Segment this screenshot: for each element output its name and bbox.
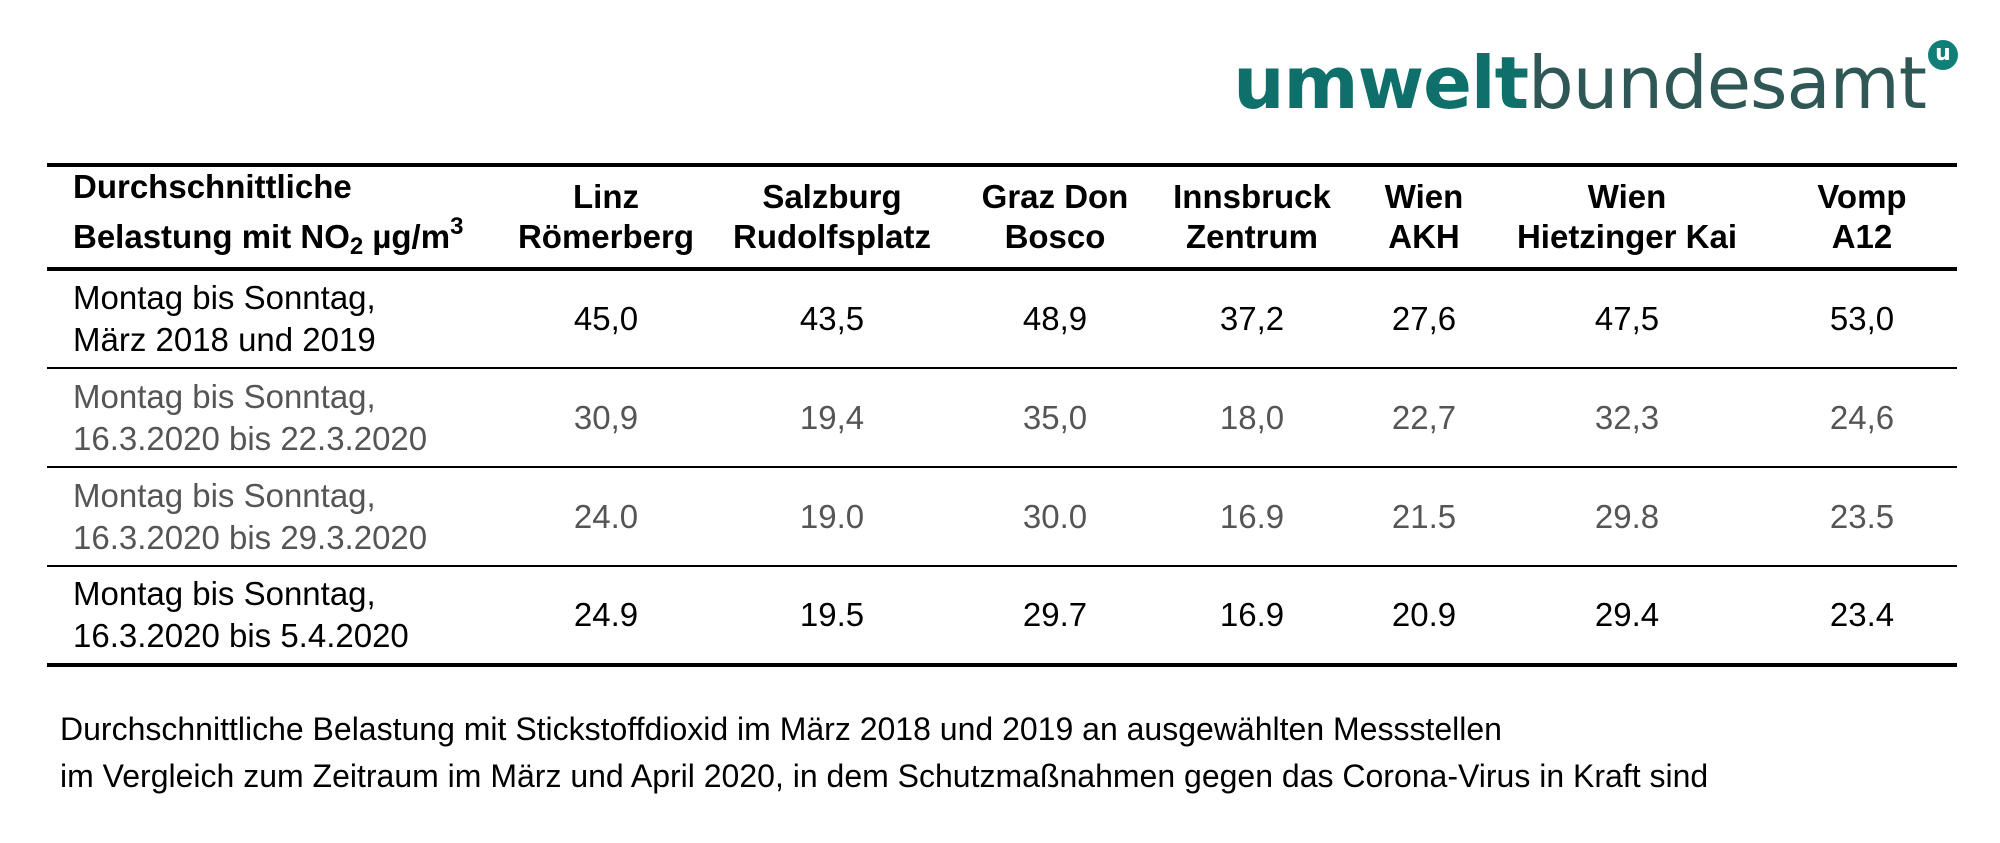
header-label-cell: Durchschnittliche Belastung mit NO2 µg/m…	[47, 163, 515, 271]
header-station: Graz Don Bosco	[967, 163, 1143, 271]
header-label-subscript: 2	[349, 233, 364, 260]
period-line2: 16.3.2020 bis 29.3.2020	[73, 518, 428, 556]
header-label-line2: Belastung mit NO2 µg/m3	[73, 207, 515, 267]
value-cell: 16.9	[1143, 566, 1361, 667]
value-cell: 30,9	[515, 368, 697, 468]
logo-wordmark: umweltbundesamt	[1233, 38, 1927, 128]
period-line2: 16.3.2020 bis 22.3.2020	[73, 419, 428, 457]
logo-bold-text: umwelt	[1233, 41, 1529, 125]
value-cell: 23.5	[1767, 467, 1957, 567]
station-line2: Römerberg	[517, 218, 695, 255]
station-line1: Wien	[1384, 178, 1464, 215]
value-cell: 24.0	[515, 467, 697, 567]
table-row: Montag bis Sonntag, 16.3.2020 bis 29.3.20…	[47, 467, 1957, 567]
table-row: Montag bis Sonntag, 16.3.2020 bis 22.3.20…	[47, 368, 1957, 468]
period-cell: Montag bis Sonntag, 16.3.2020 bis 5.4.202…	[47, 566, 515, 667]
header-label-superscript: 3	[450, 213, 464, 240]
period-line2: 16.3.2020 bis 5.4.2020	[73, 617, 409, 654]
logo-badge-icon: u	[1928, 40, 1958, 70]
table-caption: Durchschnittliche Belastung mit Sticksto…	[60, 706, 1708, 800]
value-cell: 53,0	[1767, 269, 1957, 369]
station-line2: Hietzinger Kai	[1516, 218, 1738, 255]
value-cell: 23.4	[1767, 566, 1957, 667]
header-station: Vomp A12	[1767, 163, 1957, 271]
header-station: Wien Hietzinger Kai	[1487, 163, 1767, 271]
value-cell: 22,7	[1361, 368, 1487, 468]
value-cell: 24,6	[1767, 368, 1957, 468]
header-label-pollutant: Belastung mit NO	[73, 218, 350, 255]
value-cell: 29.7	[967, 566, 1143, 667]
value-cell: 19.5	[697, 566, 967, 667]
caption-line1: Durchschnittliche Belastung mit Sticksto…	[60, 711, 1502, 747]
umweltbundesamt-logo: umweltbundesamt u	[1233, 38, 1958, 128]
header-station: Wien AKH	[1361, 163, 1487, 271]
value-cell: 43,5	[697, 269, 967, 369]
period-line2: März 2018 und 2019	[73, 321, 376, 358]
value-cell: 32,3	[1487, 368, 1767, 468]
value-cell: 29.4	[1487, 566, 1767, 667]
station-line2: AKH	[1388, 218, 1460, 255]
value-cell: 45,0	[515, 269, 697, 369]
value-cell: 30.0	[967, 467, 1143, 567]
station-line1: Salzburg	[762, 178, 902, 215]
header-station: Linz Römerberg	[515, 163, 697, 271]
period-line1: Montag bis Sonntag,	[73, 279, 376, 316]
value-cell: 19.0	[697, 467, 967, 567]
station-line1: Linz	[573, 178, 639, 215]
logo-light-text: bundesamt	[1528, 41, 1927, 125]
table-row: Montag bis Sonntag, März 2018 und 2019 45…	[47, 269, 1957, 369]
station-line2: Zentrum	[1186, 218, 1318, 255]
period-cell: Montag bis Sonntag, März 2018 und 2019	[47, 269, 515, 369]
value-cell: 20.9	[1361, 566, 1487, 667]
period-cell: Montag bis Sonntag, 16.3.2020 bis 29.3.20…	[47, 467, 515, 567]
header-label-unit: µg/m	[363, 218, 451, 255]
station-line1: Innsbruck	[1173, 178, 1331, 215]
value-cell: 24.9	[515, 566, 697, 667]
value-cell: 47,5	[1487, 269, 1767, 369]
caption-line2: im Vergleich zum Zeitraum im März und Ap…	[60, 758, 1709, 794]
header-label-line1: Durchschnittliche	[73, 168, 352, 205]
header-station: Salzburg Rudolfsplatz	[697, 163, 967, 271]
period-cell: Montag bis Sonntag, 16.3.2020 bis 22.3.20…	[47, 368, 515, 468]
value-cell: 21.5	[1361, 467, 1487, 567]
period-line1: Montag bis Sonntag,	[73, 476, 376, 514]
period-line1: Montag bis Sonntag,	[73, 575, 376, 612]
value-cell: 35,0	[967, 368, 1143, 468]
value-cell: 48,9	[967, 269, 1143, 369]
value-cell: 18,0	[1143, 368, 1361, 468]
value-cell: 19,4	[697, 368, 967, 468]
table-header-row: Durchschnittliche Belastung mit NO2 µg/m…	[47, 163, 1957, 271]
table-row: Montag bis Sonntag, 16.3.2020 bis 5.4.202…	[47, 566, 1957, 667]
station-line2: A12	[1831, 218, 1893, 255]
station-line2: Rudolfsplatz	[733, 218, 931, 255]
station-line2: Bosco	[1004, 218, 1106, 255]
station-line1: Graz Don	[981, 178, 1129, 215]
value-cell: 16.9	[1143, 467, 1361, 567]
station-line1: Wien	[1587, 178, 1667, 215]
value-cell: 37,2	[1143, 269, 1361, 369]
period-line1: Montag bis Sonntag,	[73, 377, 376, 415]
header-station: Innsbruck Zentrum	[1143, 163, 1361, 271]
no2-table: Durchschnittliche Belastung mit NO2 µg/m…	[47, 163, 1957, 667]
value-cell: 27,6	[1361, 269, 1487, 369]
value-cell: 29.8	[1487, 467, 1767, 567]
station-line1: Vomp	[1817, 178, 1907, 215]
